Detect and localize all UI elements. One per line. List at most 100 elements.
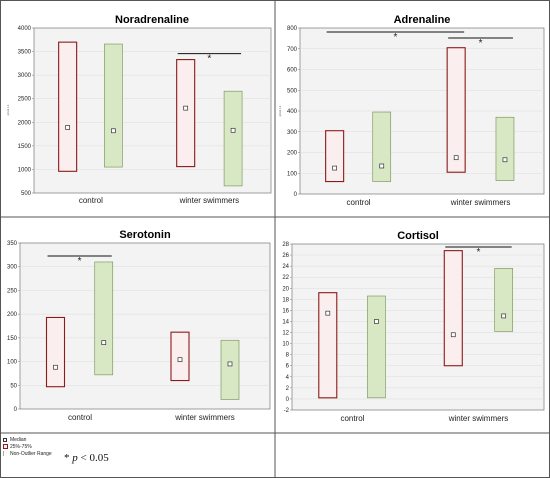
- box-winter-swimmers-red: [176, 59, 196, 168]
- median-marker: [227, 361, 233, 367]
- median-marker: [502, 157, 508, 163]
- chart-panel-noradrenaline: Noradrenaline pmol·l-1 500 1000 1500 2000 25…: [6, 14, 272, 205]
- box-winter-swimmers-green: [495, 116, 515, 181]
- box-winter-swimmers-red: [446, 47, 466, 173]
- y-tick-label: 300: [287, 130, 298, 136]
- y-tick-label: 600: [287, 68, 298, 74]
- box-control-red: [58, 41, 78, 172]
- box-marks: control winter swimmers * *: [325, 31, 515, 207]
- y-tick-label: 2000: [18, 120, 32, 126]
- box-winter-swimmers-green: [220, 339, 240, 400]
- p-threshold: < 0.05: [77, 452, 109, 464]
- x-category-label: winter swimmers: [179, 196, 240, 205]
- y-tick-label: 1500: [18, 144, 32, 150]
- y-tick-label: 28: [282, 242, 289, 248]
- x-category-label: control: [340, 414, 364, 423]
- y-tick-label: 300: [7, 265, 18, 271]
- box-range-icon: [3, 444, 8, 449]
- y-tick-label: 3500: [18, 50, 32, 56]
- legend-item-median: Median: [3, 436, 275, 443]
- y-tick-label: 3000: [18, 73, 32, 79]
- median-marker: [230, 127, 236, 133]
- y-tick-label: 14: [282, 319, 289, 325]
- y-tick-label: -2: [284, 408, 290, 414]
- box-control-green: [94, 261, 114, 376]
- y-tick-label: 22: [282, 275, 289, 281]
- y-tick-label: 2500: [18, 97, 32, 103]
- median-marker: [450, 332, 456, 338]
- y-tick-label: 16: [282, 308, 289, 314]
- chart-title: Noradrenaline: [115, 14, 189, 26]
- box-control-red: [318, 292, 338, 399]
- box-marks: control winter swimmers *: [318, 246, 513, 423]
- median-marker: [379, 163, 385, 169]
- y-tick-label: 18: [282, 297, 289, 303]
- significance-note: * p < 0.05: [64, 452, 109, 464]
- y-tick-label: 4000: [18, 26, 32, 32]
- y-tick-label: 1000: [18, 167, 32, 173]
- y-tick-label: 0: [286, 397, 290, 403]
- legend: Median 25%-75% Non-Outlier Range: [3, 436, 275, 476]
- legend-label-median: Median: [10, 436, 27, 443]
- box-control-green: [372, 111, 392, 182]
- y-tick-label: 10: [282, 342, 289, 348]
- legend-label-box: 25%-75%: [10, 443, 32, 450]
- whisker-range-icon: [3, 451, 8, 456]
- significance-star: *: [64, 452, 70, 464]
- box-marks: control winter swimmers *: [58, 41, 243, 205]
- y-tick-label: 2: [286, 386, 290, 392]
- x-category-label: winter swimmers: [174, 413, 235, 422]
- y-tick-label: 4: [286, 375, 290, 381]
- y-tick-label: 8: [286, 353, 290, 359]
- x-category-label: control: [79, 196, 103, 205]
- median-marker: [332, 165, 337, 171]
- median-marker-icon: [3, 437, 7, 442]
- significance-star: *: [78, 256, 82, 267]
- box-control-green: [367, 295, 386, 399]
- chart-panel-adrenaline: Adrenaline pmol·l-1 0 100 200 300 400 500 600 7…: [278, 14, 545, 207]
- box-winter-swimmers-red: [443, 250, 463, 367]
- y-tick-label: 500: [21, 191, 32, 197]
- y-tick-label: 200: [7, 312, 18, 318]
- y-axis-label: pmol·l-1: [6, 104, 10, 115]
- significance-star: *: [207, 54, 211, 65]
- p-symbol: p: [72, 452, 78, 464]
- chart-title: Adrenaline: [394, 14, 451, 26]
- box-control-red: [325, 130, 345, 183]
- y-tick-label: 800: [287, 26, 298, 32]
- box-marks: control winter swimmers *: [45, 255, 240, 422]
- box-winter-swimmers-red: [170, 331, 190, 382]
- box-control-green: [104, 43, 123, 168]
- x-category-label: winter swimmers: [448, 414, 509, 423]
- chart-title: Cortisol: [397, 230, 439, 242]
- median-marker: [53, 364, 58, 370]
- y-tick-label: 400: [287, 109, 298, 115]
- y-tick-label: 0: [294, 192, 298, 198]
- legend-label-whisker: Non-Outlier Range: [10, 450, 52, 457]
- y-tick-label: 24: [282, 264, 289, 270]
- x-category-label: winter swimmers: [450, 198, 511, 207]
- y-tick-label: 100: [287, 171, 298, 177]
- y-tick-label: 50: [10, 383, 17, 389]
- y-tick-label: 500: [287, 88, 298, 94]
- legend-item-whisker: Non-Outlier Range: [3, 450, 275, 457]
- y-axis-label: pmol·l-1: [278, 105, 282, 116]
- chart-title: Serotonin: [119, 229, 171, 241]
- median-marker: [177, 357, 183, 363]
- box-control-red: [45, 316, 66, 388]
- box-winter-swimmers-green: [223, 90, 243, 187]
- significance-star: *: [477, 247, 481, 258]
- x-category-label: control: [68, 413, 92, 422]
- box-winter-swimmers-green: [494, 268, 513, 332]
- median-marker: [111, 128, 116, 134]
- y-tick-label: 150: [7, 336, 18, 342]
- median-marker: [325, 310, 331, 316]
- median-marker: [501, 313, 507, 319]
- y-tick-label: 250: [7, 288, 18, 294]
- chart-panel-serotonin: Serotonin 0 50 100 150 200 250 300 350 control w…: [7, 229, 271, 422]
- x-category-label: control: [347, 198, 371, 207]
- legend-item-box: 25%-75%: [3, 443, 275, 450]
- y-tick-label: 20: [282, 286, 289, 292]
